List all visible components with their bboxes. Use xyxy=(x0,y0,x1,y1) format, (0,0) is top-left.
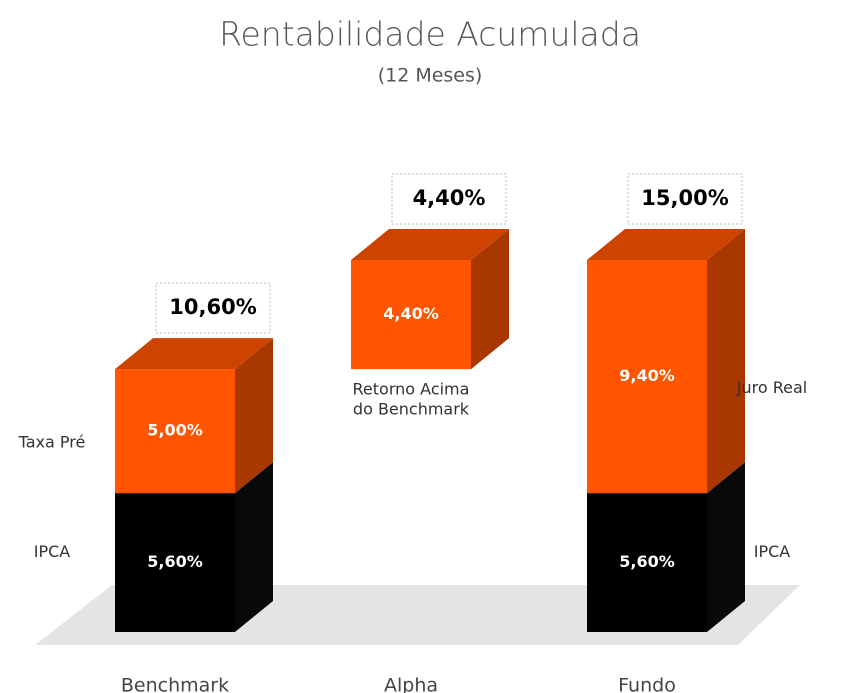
segment-name: Taxa Pré xyxy=(18,433,86,452)
bar-segment xyxy=(115,493,235,632)
total-label: 15,00% xyxy=(641,186,728,210)
bar-segment xyxy=(587,260,707,494)
segment-name: IPCA xyxy=(34,542,71,561)
segment-value-label: 5,00% xyxy=(147,421,203,440)
bar-top xyxy=(587,229,745,260)
bar-segment xyxy=(587,493,707,632)
category-label: Alpha xyxy=(384,675,438,693)
bar-side xyxy=(235,462,273,632)
segment-name: Juro Real xyxy=(736,378,807,397)
chart-title: Rentabilidade Acumulada xyxy=(219,15,641,54)
bar-side xyxy=(707,462,745,632)
bar-side xyxy=(235,338,273,494)
bar-segment xyxy=(115,369,235,494)
total-label: 10,60% xyxy=(169,295,256,319)
category-label: Benchmark xyxy=(121,675,229,693)
segment-name: do Benchmark xyxy=(353,400,470,419)
bar-side xyxy=(707,229,745,494)
segment-name: Retorno Acima xyxy=(353,380,470,399)
bar-top xyxy=(115,338,273,370)
bar-segment xyxy=(351,260,471,370)
segment-name: IPCA xyxy=(754,542,791,561)
bar-side xyxy=(471,229,509,370)
chart-subtitle: (12 Meses) xyxy=(378,65,483,87)
total-box xyxy=(627,173,743,225)
total-box xyxy=(155,282,271,334)
segment-value-label: 5,60% xyxy=(619,552,675,571)
total-label: 4,40% xyxy=(413,186,486,210)
category-label: Fundo xyxy=(618,675,676,693)
segment-value-label: 4,40% xyxy=(383,304,439,323)
bar-top xyxy=(351,229,509,260)
segment-value-label: 5,60% xyxy=(147,552,203,571)
total-box xyxy=(391,173,507,225)
segment-value-label: 9,40% xyxy=(619,366,675,385)
